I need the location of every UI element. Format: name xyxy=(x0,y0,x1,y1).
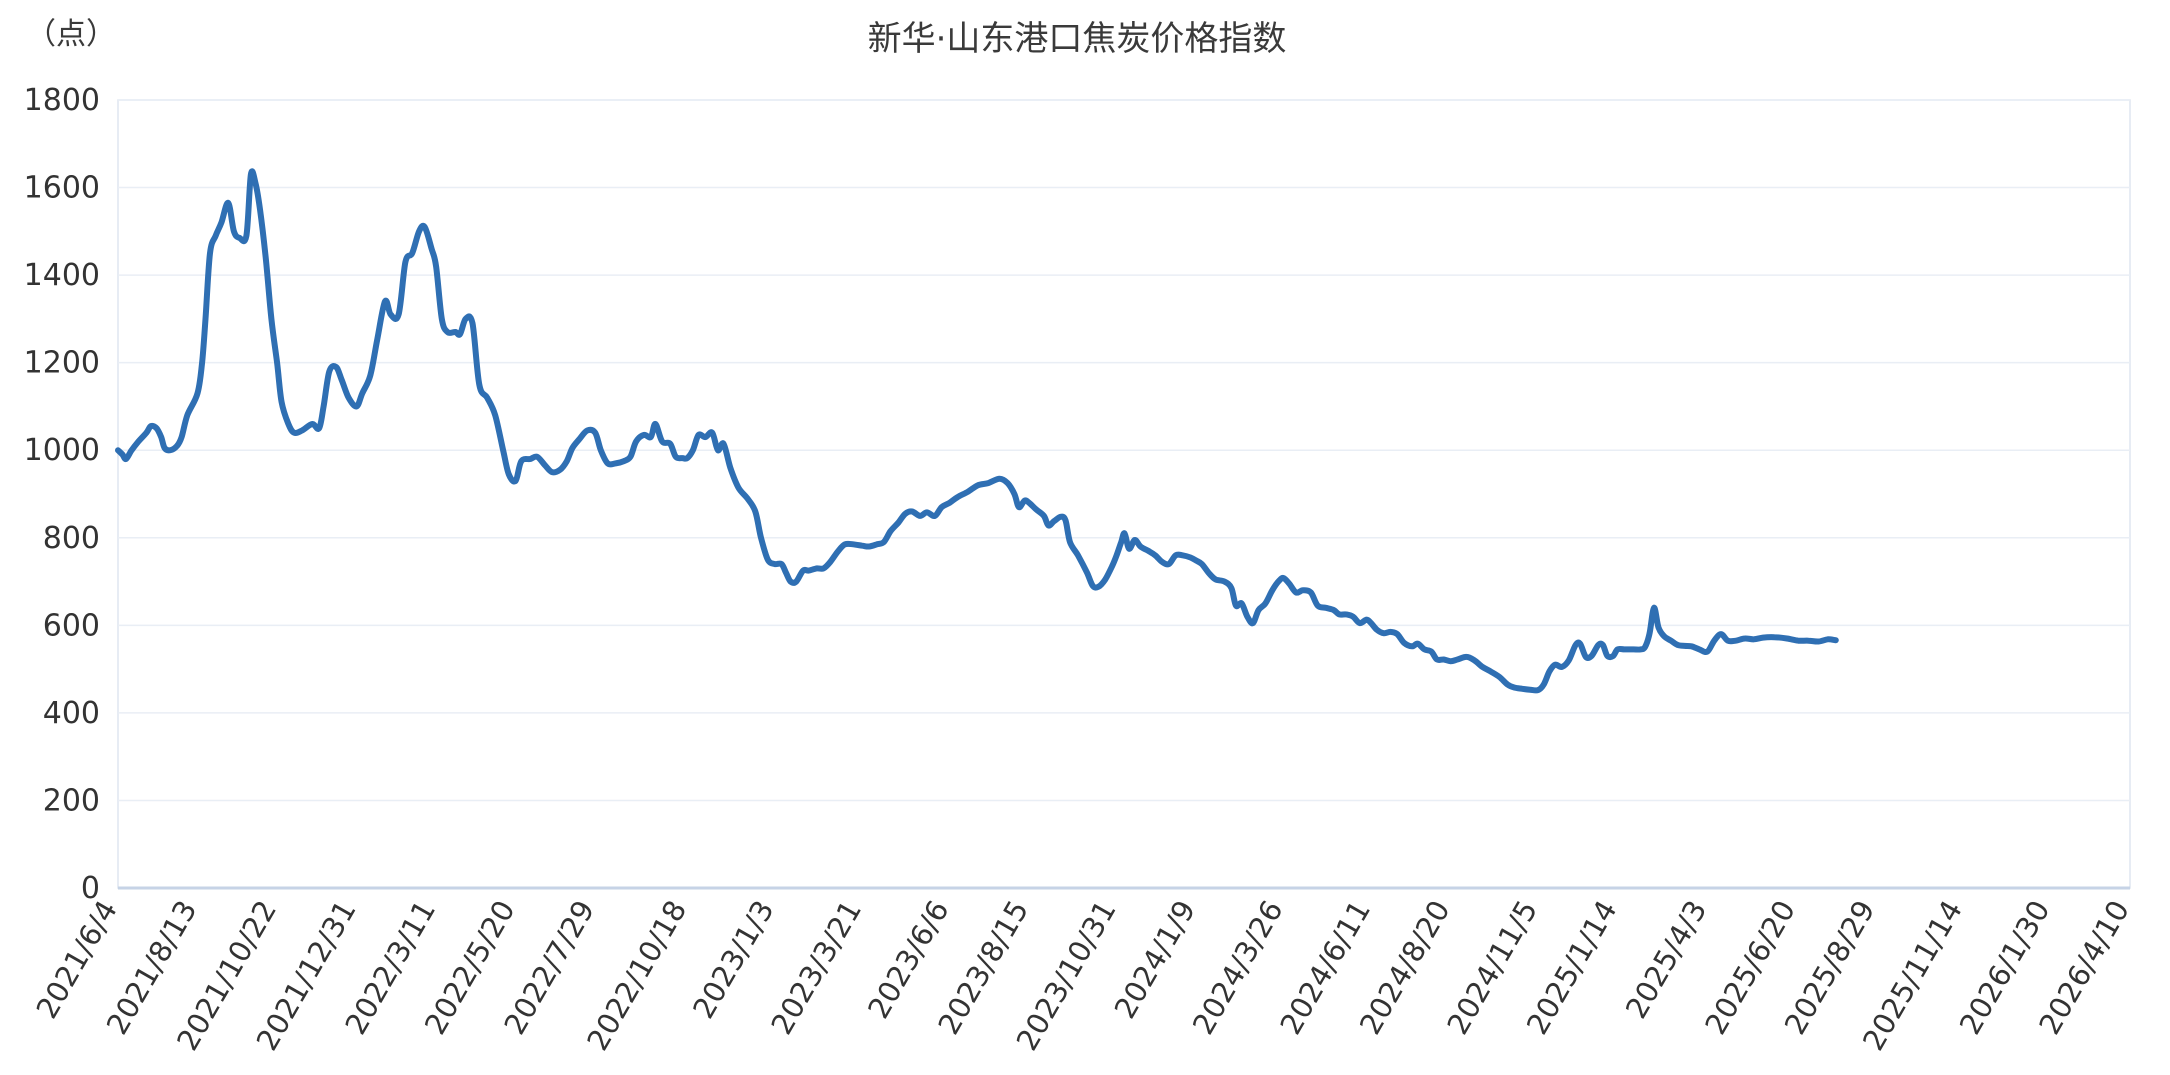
series-layer xyxy=(115,168,1839,694)
y-tick-label: 800 xyxy=(43,521,100,556)
x-tick-label: 2024/3/26 xyxy=(1186,895,1290,1041)
y-axis-unit-label: （点） xyxy=(26,17,116,52)
y-tick-label: 1600 xyxy=(24,171,100,206)
chart-title: 新华·山东港口焦炭价格指数 xyxy=(868,19,1287,59)
x-tick-label: 2022/10/18 xyxy=(580,895,693,1057)
y-tick-label: 0 xyxy=(81,871,100,906)
y-tick-label: 200 xyxy=(43,783,100,818)
y-tick-label: 1400 xyxy=(24,258,100,293)
y-tick-label: 1000 xyxy=(24,433,100,468)
y-tick-label: 1800 xyxy=(24,83,100,118)
plot-frame xyxy=(117,99,2131,889)
x-axis-ticks: 2021/6/42021/8/132021/10/222021/12/31202… xyxy=(29,895,2136,1057)
x-tick-label: 2024/1/9 xyxy=(1108,895,1203,1025)
x-tick-label: 2023/1/3 xyxy=(686,895,781,1025)
y-tick-label: 600 xyxy=(43,608,100,643)
y-tick-label: 1200 xyxy=(24,346,100,381)
y-axis-ticks: 0 200 400 600 800 1000 1200 1400 1600 1800 xyxy=(24,83,100,906)
gridlines xyxy=(117,99,2131,890)
series-line xyxy=(115,168,1839,694)
x-tick-label: 2025/4/3 xyxy=(1619,895,1714,1025)
y-tick-label: 400 xyxy=(43,696,100,731)
x-tick-label: 2023/3/21 xyxy=(764,895,868,1041)
